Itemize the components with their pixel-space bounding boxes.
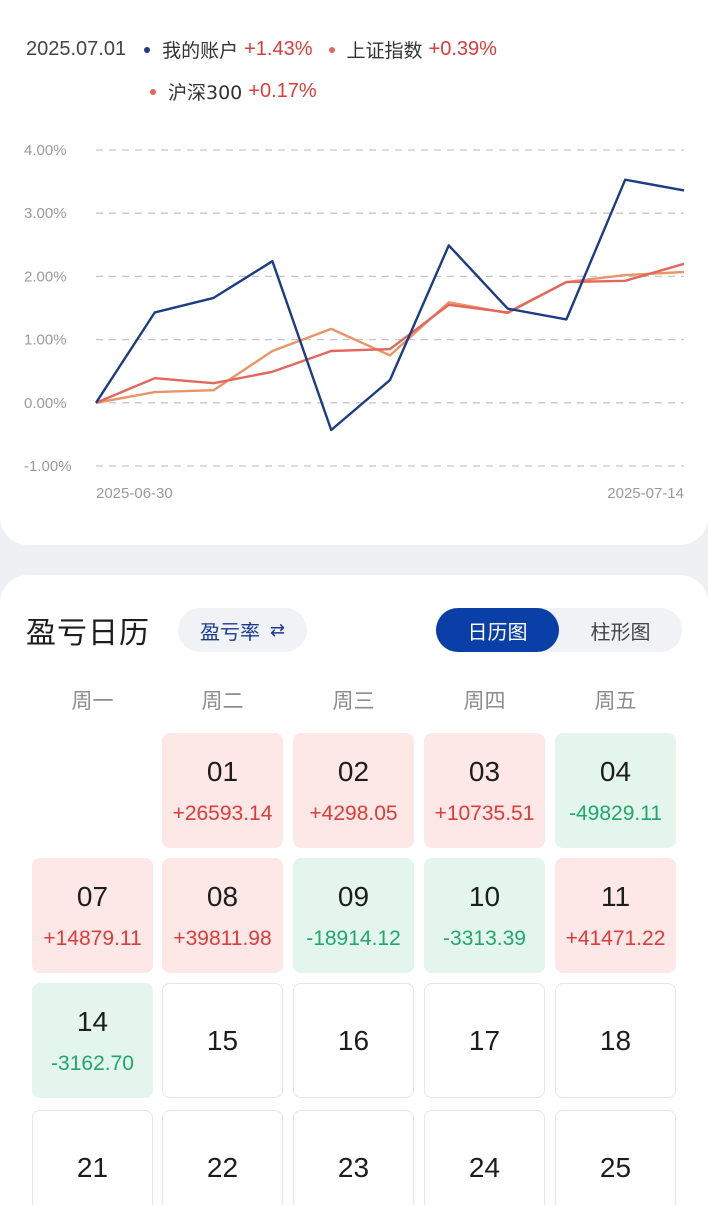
line-chart[interactable]: 4.00% 3.00% 2.00% 1.00% 0.00% -1.00% 2025-06-3… — [0, 130, 708, 520]
day-pnl-value: -3313.39 — [443, 926, 526, 950]
pnl-mode-toggle[interactable]: 盈亏率 ⇄ — [178, 608, 308, 652]
day-pnl-value: -49829.11 — [568, 801, 663, 825]
calendar-day-14[interactable]: 14 -3162.70 — [32, 983, 153, 1098]
legend-dot-icon — [150, 88, 156, 95]
day-number: 14 — [76, 1005, 109, 1037]
legend-name: 我的账户 — [162, 40, 239, 62]
day-pnl-value: -3162.70 — [51, 1051, 134, 1075]
series-line-2 — [95, 270, 685, 404]
legend-value: +1.43% — [244, 38, 313, 60]
legend-name: 沪深300 — [168, 82, 243, 104]
day-number: 22 — [206, 1151, 239, 1183]
view-switch: 日历图 柱形图 — [436, 608, 682, 652]
calendar-day-10[interactable]: 10 -3313.39 — [424, 858, 545, 973]
day-number: 17 — [468, 1024, 501, 1056]
calendar-day-15[interactable]: 15 — [162, 983, 283, 1098]
calendar-day-08[interactable]: 08 +39811.98 — [162, 858, 283, 973]
day-number: 04 — [599, 755, 632, 787]
tab-bar-view[interactable]: 柱形图 — [590, 619, 651, 644]
day-number: 18 — [599, 1024, 632, 1056]
legend-item-sse[interactable]: 上证指数 +0.39% — [328, 36, 497, 63]
x-tick-label: 2025-06-30 — [96, 485, 173, 502]
legend-item-csi300[interactable]: 沪深300 +0.17% — [150, 78, 317, 105]
calendar-day-21[interactable]: 21 — [32, 1110, 153, 1205]
legend-value: +0.39% — [428, 38, 497, 60]
mode-label: 盈亏率 — [200, 619, 260, 644]
calendar-day-03[interactable]: 03 +10735.51 — [424, 733, 545, 848]
legend-value: +0.17% — [248, 80, 317, 102]
calendar-day-11[interactable]: 11 +41471.22 — [555, 858, 676, 973]
day-number: 15 — [206, 1024, 239, 1056]
x-tick-label: 2025-07-14 — [607, 485, 684, 502]
y-tick-label: 1.00% — [24, 332, 67, 349]
day-pnl-value: +26593.14 — [172, 801, 273, 825]
performance-chart-card: 2025.07.01 我的账户 +1.43% 上证指数 +0.39% 沪深300… — [0, 0, 708, 545]
calendar-day-16[interactable]: 16 — [293, 983, 414, 1098]
weekday-label: 周三 — [332, 689, 375, 713]
y-tick-label: 0.00% — [24, 395, 67, 412]
day-pnl-value: +39811.98 — [173, 926, 272, 950]
y-tick-label: 2.00% — [24, 268, 67, 285]
calendar-day-18[interactable]: 18 — [555, 983, 676, 1098]
calendar-day-23[interactable]: 23 — [293, 1110, 414, 1205]
legend-date: 2025.07.01 — [26, 38, 127, 60]
series-line-0 — [94, 178, 685, 432]
series-line-1 — [95, 262, 685, 404]
day-number: 07 — [76, 880, 109, 912]
day-number: 16 — [337, 1024, 370, 1056]
swap-icon: ⇄ — [270, 619, 286, 641]
legend-dot-icon — [144, 46, 151, 53]
y-tick-label: 4.00% — [24, 142, 67, 159]
calendar-day-09[interactable]: 09 -18914.12 — [293, 858, 414, 973]
day-pnl-value: +10735.51 — [434, 801, 535, 825]
calendar-day-17[interactable]: 17 — [424, 983, 545, 1098]
day-number: 21 — [76, 1151, 109, 1183]
legend-row-1: 2025.07.01 我的账户 +1.43% 上证指数 +0.39% — [26, 36, 513, 63]
day-number: 09 — [337, 880, 370, 912]
day-number: 08 — [206, 880, 239, 912]
day-number: 11 — [600, 880, 631, 912]
day-pnl-value: +41471.22 — [565, 926, 666, 950]
legend-row-2: 沪深300 +0.17% — [150, 78, 333, 105]
pnl-calendar-card: 盈亏日历 盈亏率 ⇄ 日历图 柱形图 周一 周二 周三 周四 周五 01 +265… — [0, 575, 708, 1205]
calendar-title: 盈亏日历 — [26, 616, 150, 651]
calendar-day-25[interactable]: 25 — [555, 1110, 676, 1205]
weekday-label: 周四 — [463, 689, 506, 713]
day-number: 25 — [599, 1151, 632, 1183]
day-pnl-value: -18914.12 — [306, 926, 401, 950]
day-number: 24 — [468, 1151, 501, 1183]
day-pnl-value: +14879.11 — [43, 926, 142, 950]
calendar-day-22[interactable]: 22 — [162, 1110, 283, 1205]
day-number: 23 — [337, 1151, 370, 1183]
day-number: 02 — [337, 755, 370, 787]
day-number: 01 — [206, 755, 239, 787]
calendar-day-24[interactable]: 24 — [424, 1110, 545, 1205]
calendar-day-04[interactable]: 04 -49829.11 — [555, 733, 676, 848]
calendar-day-07[interactable]: 07 +14879.11 — [32, 858, 153, 973]
weekday-header: 周一 周二 周三 周四 周五 — [0, 685, 708, 715]
legend-dot-icon — [328, 46, 335, 53]
tab-calendar-view[interactable]: 日历图 — [436, 608, 559, 652]
weekday-label: 周一 — [71, 689, 114, 713]
day-number: 03 — [468, 755, 501, 787]
legend-item-account[interactable]: 我的账户 +1.43% — [144, 36, 313, 63]
day-pnl-value: +4298.05 — [309, 801, 398, 825]
y-tick-label: -1.00% — [24, 458, 72, 475]
weekday-label: 周五 — [594, 689, 637, 713]
y-tick-label: 3.00% — [24, 205, 67, 222]
calendar-day-01[interactable]: 01 +26593.14 — [162, 733, 283, 848]
day-number: 10 — [468, 880, 501, 912]
legend-name: 上证指数 — [346, 40, 423, 62]
weekday-label: 周二 — [201, 689, 244, 713]
calendar-day-02[interactable]: 02 +4298.05 — [293, 733, 414, 848]
